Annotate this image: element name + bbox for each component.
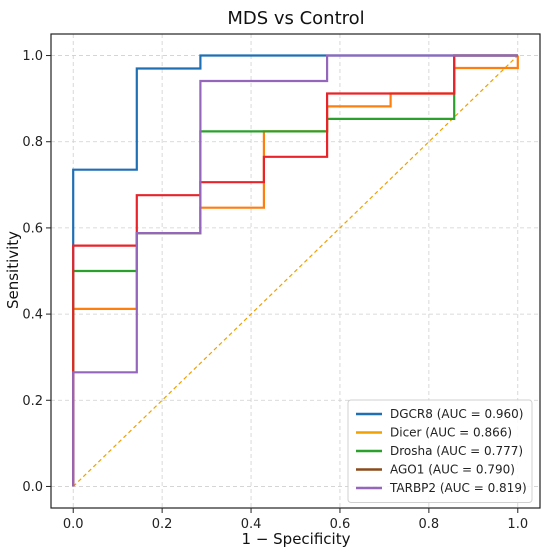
legend: DGCR8 (AUC = 0.960) Dicer (AUC = 0.866) Dr… bbox=[347, 399, 533, 503]
y-tick-label: 0.0 bbox=[22, 480, 43, 495]
chart-title: MDS vs Control bbox=[227, 8, 364, 29]
plot-frame bbox=[50, 33, 541, 509]
y-tick-label: 1.0 bbox=[22, 49, 43, 64]
x-tick-label: 0.2 bbox=[152, 517, 173, 532]
x-tick-label: 0.4 bbox=[241, 517, 262, 532]
diagonal-reference bbox=[72, 55, 519, 487]
chance-line bbox=[72, 55, 519, 487]
legend-box bbox=[347, 399, 533, 503]
legend-label: Drosha (AUC = 0.777) bbox=[390, 444, 523, 458]
legend-label: DGCR8 (AUC = 0.960) bbox=[390, 407, 523, 421]
x-tick-label: 1.0 bbox=[507, 517, 528, 532]
y-tick-label: 0.6 bbox=[22, 221, 43, 236]
x-tick-label: 0.8 bbox=[419, 517, 440, 532]
x-axis-ticks: 0.0 0.2 0.4 0.6 0.8 1.0 bbox=[63, 508, 528, 532]
legend-label: AGO1 (AUC = 0.790) bbox=[390, 463, 515, 477]
series-line-tarbp2 bbox=[72, 54, 518, 487]
y-tick-label: 0.2 bbox=[22, 394, 43, 409]
y-tick-label: 0.4 bbox=[22, 308, 43, 323]
y-axis-ticks: 0.0 0.2 0.4 0.6 0.8 1.0 bbox=[22, 49, 51, 495]
x-axis-title: 1 − Specificity bbox=[242, 530, 351, 548]
legend-label: Dicer (AUC = 0.866) bbox=[390, 426, 512, 440]
y-tick-label: 0.8 bbox=[22, 135, 43, 150]
y-axis-title: Sensitivity bbox=[4, 231, 22, 309]
series-lines bbox=[72, 54, 519, 487]
x-tick-label: 0.6 bbox=[330, 517, 351, 532]
x-tick-label: 0.0 bbox=[63, 517, 84, 532]
legend-label: TARBP2 (AUC = 0.819) bbox=[389, 481, 527, 495]
series-line-dgcr8 bbox=[72, 54, 518, 487]
